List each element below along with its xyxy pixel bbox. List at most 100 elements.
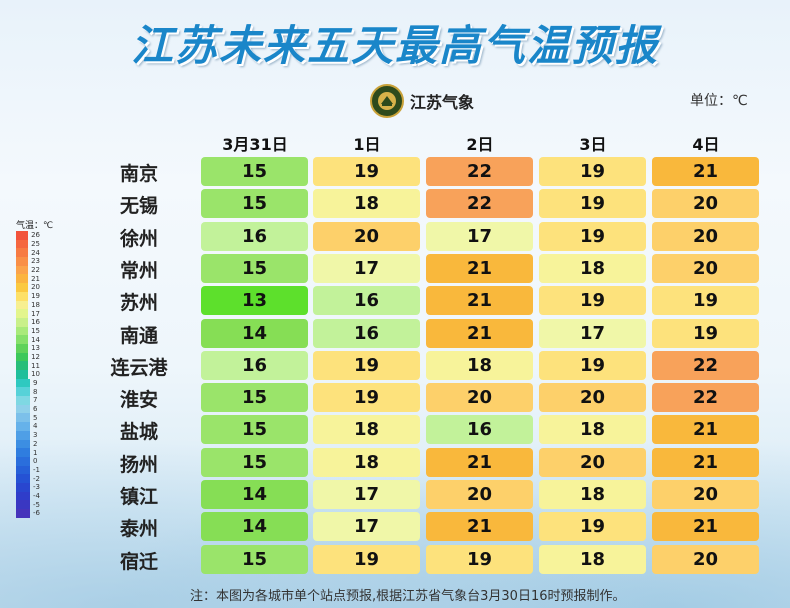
temperature-cell: 19: [539, 286, 646, 316]
legend-swatch: [16, 361, 29, 370]
legend-row: 22: [16, 265, 40, 275]
legend-row: 23: [16, 257, 40, 266]
temperature-cell: 18: [313, 189, 420, 219]
temperature-cell: 22: [652, 383, 759, 413]
temperature-cell: 19: [539, 157, 646, 186]
column-header: 1日: [353, 135, 381, 154]
legend-label: 16: [31, 318, 40, 327]
legend-swatch: [16, 396, 30, 405]
legend-label: 7: [33, 396, 38, 405]
temperature-cell: 17: [539, 318, 646, 348]
temperature-cell: 19: [313, 157, 420, 186]
temperature-cell: 22: [426, 157, 533, 186]
city-label: 镇江: [119, 486, 158, 508]
temperature-cell: 19: [652, 318, 759, 348]
temperature-cell: 21: [652, 415, 759, 445]
legend-swatch: [16, 465, 30, 475]
temperature-cell: 15: [201, 189, 308, 219]
legend-row: -1: [16, 465, 40, 475]
city-label: 宿迁: [119, 550, 158, 573]
temperature-cell: 20: [652, 221, 759, 251]
temperature-cell: 17: [313, 512, 420, 542]
temperature-cell: 19: [539, 189, 646, 219]
logo: 江苏气象: [370, 84, 474, 118]
legend-row: -3: [16, 482, 40, 492]
temperature-cell: 19: [313, 383, 420, 413]
legend-row: 3: [16, 430, 40, 440]
temperature-cell: 19: [313, 350, 420, 380]
city-label: 常州: [119, 259, 158, 282]
city-label: 连云港: [110, 356, 168, 379]
legend-row: 19: [16, 291, 40, 301]
legend-row: 0: [16, 456, 40, 466]
temperature-cell: 16: [426, 415, 533, 445]
page-title: 江苏未来五天最高气温预报: [130, 21, 659, 70]
legend-row: 17: [16, 309, 40, 318]
temperature-cell: 21: [426, 512, 533, 542]
legend-swatch: [16, 439, 30, 449]
temperature-cell: 15: [201, 415, 308, 445]
legend-swatch: [16, 422, 30, 431]
legend-swatch: [16, 300, 29, 310]
legend-row: 5: [16, 413, 40, 423]
temperature-cell: 15: [201, 383, 308, 413]
legend-row: 10: [16, 370, 40, 379]
legend-label: -3: [33, 483, 40, 492]
legend-label: 18: [31, 300, 40, 309]
temperature-cell: 21: [652, 447, 759, 477]
legend-label: 20: [31, 283, 40, 292]
legend-swatch: [16, 500, 30, 509]
legend-swatch: [16, 456, 30, 466]
temperature-cell: 19: [539, 221, 646, 251]
legend-row: 4: [16, 422, 40, 431]
temperature-cell: 20: [652, 189, 759, 219]
legend-row: 18: [16, 300, 40, 310]
legend-row: 12: [16, 352, 40, 362]
legend-label: 12: [31, 352, 40, 361]
temperature-cell: 15: [201, 544, 308, 574]
temperature-cell: 20: [539, 447, 646, 477]
temperature-cell: 21: [426, 286, 533, 316]
legend-row: 24: [16, 248, 40, 258]
legend-swatch: [16, 239, 29, 249]
legend-label: 17: [31, 309, 40, 318]
legend-row: 15: [16, 326, 40, 336]
temperature-cell: 15: [201, 157, 308, 186]
temperature-cell: 16: [313, 286, 420, 316]
legend-swatch: [16, 482, 30, 492]
legend-label: 23: [31, 257, 40, 266]
temperature-cell: 20: [652, 544, 759, 574]
legend-label: 6: [33, 405, 38, 414]
legend-label: 26: [31, 231, 40, 240]
city-label: 苏州: [119, 292, 158, 315]
legend-swatch: [16, 387, 30, 397]
legend-row: 7: [16, 396, 40, 405]
temperature-cell: 14: [201, 480, 308, 509]
legend-swatch: [16, 370, 29, 379]
city-label: 盐城: [119, 421, 158, 444]
legend-label: 4: [33, 422, 38, 431]
temperature-cell: 16: [313, 318, 420, 348]
legend-row: 21: [16, 274, 40, 284]
legend-label: 13: [31, 344, 40, 353]
legend-swatch: [16, 413, 30, 423]
legend-swatch: [16, 352, 29, 362]
legend-row: 26: [16, 231, 40, 240]
legend-label: 3: [33, 431, 38, 440]
footnote: 注：本图为各城市单个站点预报,根据江苏省气象台3月30日16时预报制作。: [190, 589, 626, 604]
temperature-cell: 20: [426, 383, 533, 413]
legend-swatch: [16, 265, 29, 275]
temperature-cell: 17: [313, 480, 420, 509]
legend-row: -5: [16, 500, 40, 509]
temperature-cell: 18: [539, 253, 646, 283]
legend-label: 21: [31, 274, 40, 283]
legend-swatch: [16, 343, 29, 353]
temperature-cell: 19: [539, 350, 646, 380]
legend-row: 9: [16, 378, 40, 388]
legend-label: 10: [31, 370, 40, 379]
temperature-cell: 21: [652, 512, 759, 542]
temperature-cell: 14: [201, 512, 308, 542]
legend-swatch: [16, 248, 29, 258]
temperature-cell: 21: [652, 157, 759, 186]
legend-row: 25: [16, 239, 40, 249]
